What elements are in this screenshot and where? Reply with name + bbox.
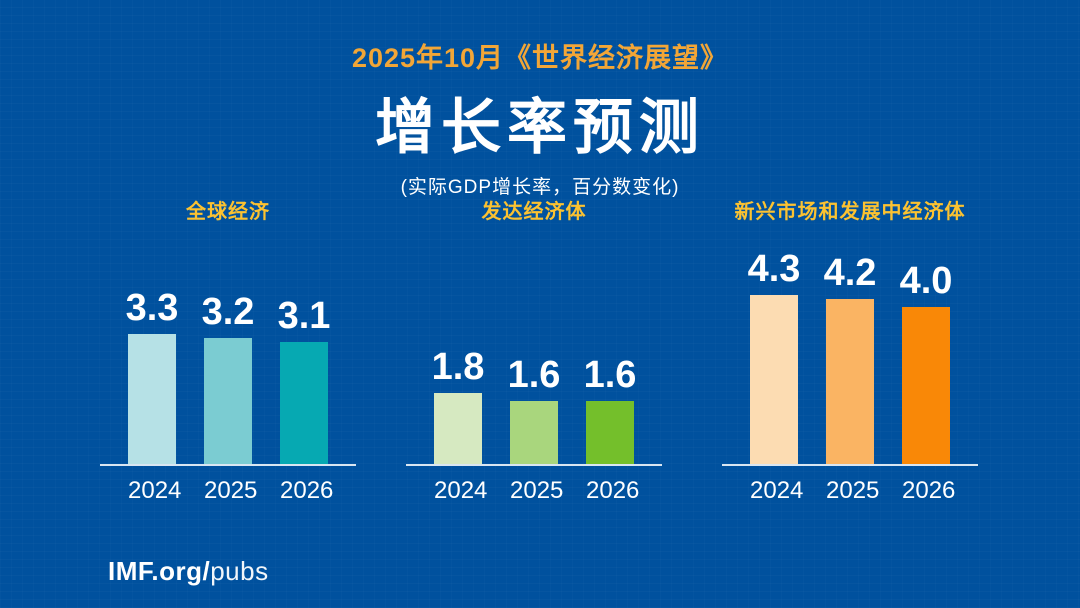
bar-column: 4.0	[899, 260, 953, 464]
bar-column: 3.2	[201, 291, 255, 464]
imf-brand-url: IMF.org/pubs	[108, 556, 269, 587]
brand-url-light: pubs	[210, 556, 269, 586]
bar	[510, 401, 558, 464]
year-label: 2024	[128, 477, 182, 504]
bar	[280, 342, 328, 464]
bar-area: 4.3 4.2 4.0	[722, 250, 978, 466]
bar	[826, 299, 874, 464]
bar-value-label: 4.3	[747, 248, 801, 290]
year-label: 2024	[750, 477, 804, 504]
bar-value-label: 3.2	[201, 291, 255, 333]
bar-column: 1.6	[583, 354, 637, 464]
chart-group-advanced-economies: 发达经济体 1.8 1.6 1.6 2024 2025 2026	[406, 190, 662, 520]
bar-value-label: 1.8	[431, 346, 485, 388]
chart-group-global-economy: 全球经济 3.3 3.2 3.1 2024 2025 2026	[100, 190, 356, 520]
group-title: 发达经济体	[481, 201, 587, 223]
bar	[586, 401, 634, 464]
bar	[204, 338, 252, 464]
bar	[128, 334, 176, 464]
year-axis-labels: 2024 2025 2026	[406, 477, 662, 505]
bar	[902, 307, 950, 464]
year-axis-labels: 2024 2025 2026	[100, 477, 356, 505]
year-label: 2026	[280, 477, 334, 504]
group-title: 全球经济	[186, 201, 270, 223]
year-label: 2024	[434, 477, 488, 504]
year-label: 2025	[204, 477, 258, 504]
bar-area: 3.3 3.2 3.1	[100, 289, 356, 466]
page-subtitle: (实际GDP增长率，百分数变化)	[400, 177, 680, 198]
chart-group-emerging-markets: 新兴市场和发展中经济体 4.3 4.2 4.0 2024 2025 2026	[722, 190, 978, 520]
year-label: 2026	[902, 477, 956, 504]
report-kicker: 2025年10月《世界经济展望》	[351, 43, 729, 73]
header: 2025年10月《世界经济展望》 增长率预测 (实际GDP增长率，百分数变化)	[0, 0, 1080, 199]
bar-column: 3.3	[125, 287, 179, 464]
bar-value-label: 3.3	[125, 287, 179, 329]
brand-url-bold: IMF.org/	[108, 556, 211, 586]
year-label: 2025	[510, 477, 564, 504]
bar	[750, 295, 798, 464]
bar-value-label: 3.1	[277, 295, 331, 337]
bar	[434, 393, 482, 464]
bar-value-label: 1.6	[507, 354, 561, 396]
year-axis-labels: 2024 2025 2026	[722, 477, 978, 505]
year-label: 2025	[826, 477, 880, 504]
page-title: 增长率预测	[375, 94, 705, 161]
bar-column: 1.6	[507, 354, 561, 464]
bar-column: 4.2	[823, 252, 877, 464]
bar-column: 1.8	[431, 346, 485, 464]
bar-column: 3.1	[277, 295, 331, 464]
bar-area: 1.8 1.6 1.6	[406, 348, 662, 466]
bar-column: 4.3	[747, 248, 801, 464]
year-label: 2026	[586, 477, 640, 504]
bar-value-label: 1.6	[583, 354, 637, 396]
bar-value-label: 4.2	[823, 252, 877, 294]
group-title: 新兴市场和发展中经济体	[734, 201, 966, 223]
bar-value-label: 4.0	[899, 260, 953, 302]
